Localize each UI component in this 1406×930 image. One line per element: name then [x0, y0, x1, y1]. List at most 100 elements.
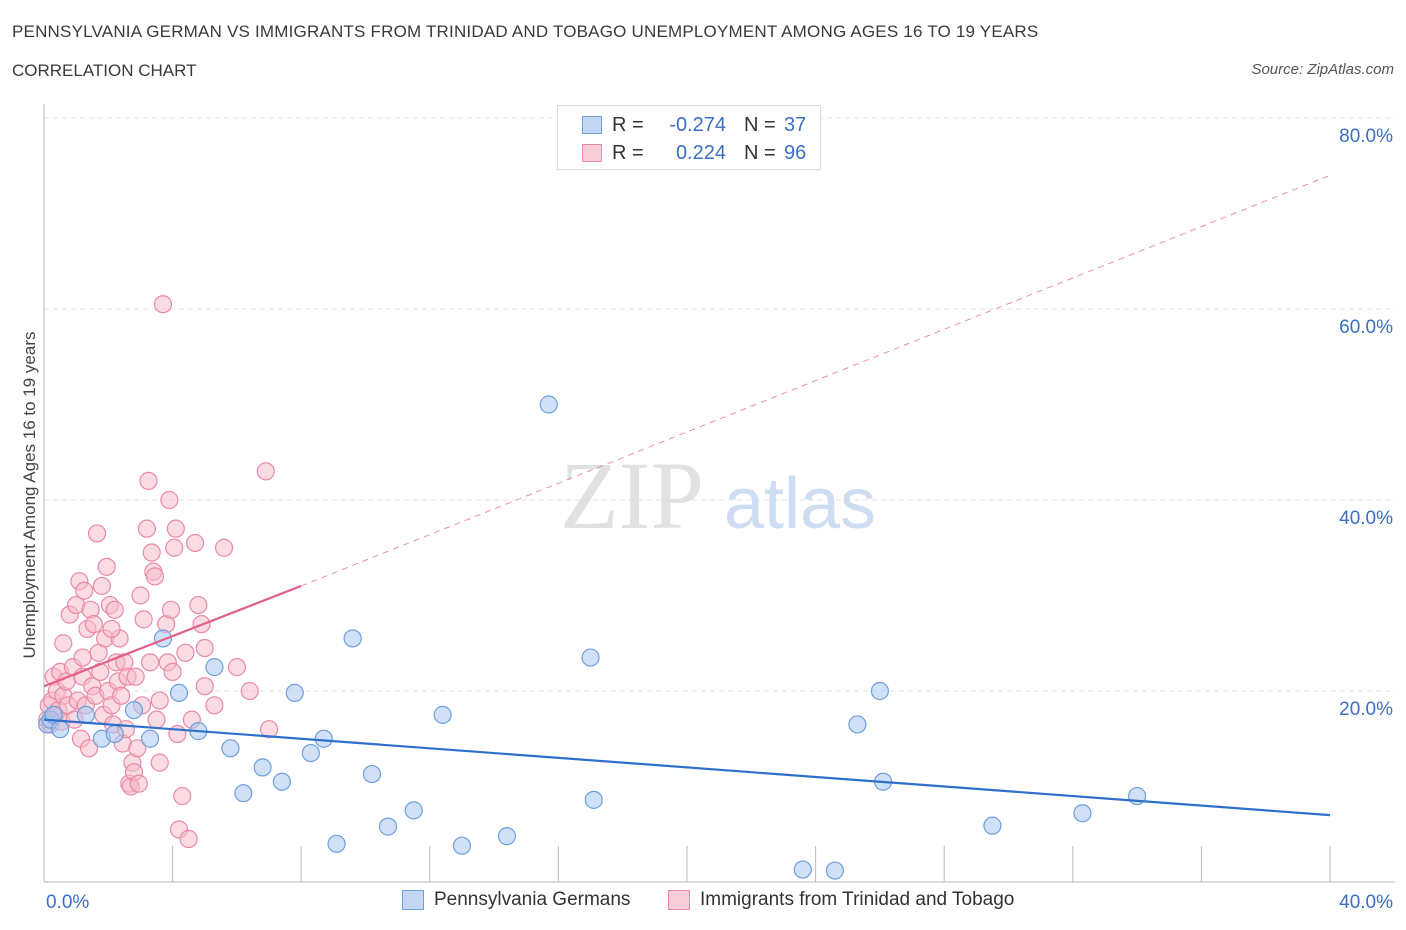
watermark-zip: ZIP	[560, 442, 704, 549]
legend-swatch-pink	[668, 890, 690, 910]
data-point-trinidad-tobago	[227, 658, 246, 677]
n-label: N =	[744, 141, 776, 164]
data-point-trinidad-tobago	[129, 774, 148, 793]
data-point-pennsylvania-germans	[452, 836, 472, 855]
data-point-trinidad-tobago	[195, 677, 214, 696]
data-point-trinidad-tobago	[150, 753, 169, 772]
data-point-pennsylvania-germans	[825, 861, 844, 880]
data-point-trinidad-tobago	[102, 619, 121, 639]
n-label: N =	[744, 113, 776, 136]
data-point-trinidad-tobago	[79, 739, 99, 758]
data-point-pennsylvania-germans	[221, 739, 240, 758]
data-point-pennsylvania-germans	[983, 816, 1002, 835]
data-point-pennsylvania-germans	[343, 629, 362, 648]
trend-line-pennsylvania-germans	[43, 718, 1331, 817]
data-point-pennsylvania-germans	[581, 648, 600, 667]
trend-line-trinidad-tobago	[43, 584, 302, 688]
data-point-trinidad-tobago	[186, 533, 205, 553]
data-point-pennsylvania-germans	[50, 720, 70, 739]
data-point-trinidad-tobago	[153, 295, 173, 314]
data-point-trinidad-tobago	[145, 567, 165, 586]
data-point-trinidad-tobago	[140, 653, 160, 672]
data-point-pennsylvania-germans	[870, 681, 890, 701]
legend-row-pennsylvania-germans: R = -0.274 N = 37	[582, 111, 806, 139]
data-point-pennsylvania-germans	[124, 700, 144, 720]
data-point-pennsylvania-germans	[404, 801, 423, 820]
source-credit: Source: ZipAtlas.com	[1251, 61, 1394, 78]
data-point-pennsylvania-germans	[234, 784, 253, 803]
legend-swatch-blue	[582, 116, 602, 134]
y-tick-label: 40.0%	[1339, 508, 1393, 529]
data-point-trinidad-tobago	[73, 648, 92, 667]
data-point-trinidad-tobago	[134, 610, 153, 629]
data-point-pennsylvania-germans	[153, 629, 173, 648]
data-point-trinidad-tobago	[54, 634, 73, 653]
chart-title: PENNSYLVANIA GERMAN VS IMMIGRANTS FROM T…	[12, 22, 1039, 41]
data-point-trinidad-tobago	[139, 471, 158, 490]
data-point-trinidad-tobago	[163, 662, 182, 682]
data-point-pennsylvania-germans	[76, 705, 95, 724]
data-point-trinidad-tobago	[195, 638, 214, 658]
data-point-trinidad-tobago	[161, 600, 181, 619]
data-point-trinidad-tobago	[176, 643, 195, 662]
legend-swatch-pink	[582, 144, 602, 162]
chart-subtitle: CORRELATION CHART	[12, 61, 197, 80]
data-point-pennsylvania-germans	[253, 758, 272, 777]
data-point-trinidad-tobago	[256, 462, 275, 481]
data-point-pennsylvania-germans	[285, 683, 304, 703]
data-point-trinidad-tobago	[214, 538, 234, 557]
data-point-trinidad-tobago	[92, 576, 111, 596]
x-tick-label: 0.0%	[46, 892, 89, 913]
data-point-pennsylvania-germans	[140, 729, 160, 748]
x-tick-label: 40.0%	[1339, 892, 1393, 913]
r-label: R =	[612, 141, 644, 164]
data-point-pennsylvania-germans	[1073, 804, 1092, 823]
legend-label: Immigrants from Trinidad and Tobago	[700, 889, 1015, 910]
legend-row-trinidad-tobago: R = 0.224 N = 96	[582, 139, 806, 167]
data-point-trinidad-tobago	[259, 720, 279, 739]
y-tick-label: 80.0%	[1339, 126, 1393, 147]
data-point-trinidad-tobago	[147, 710, 166, 729]
data-point-trinidad-tobago	[126, 667, 145, 686]
data-point-pennsylvania-germans	[272, 772, 292, 791]
data-point-trinidad-tobago	[75, 581, 94, 600]
data-point-pennsylvania-germans	[497, 827, 517, 846]
watermark-atlas: atlas	[724, 464, 876, 544]
data-point-trinidad-tobago	[205, 696, 224, 715]
data-point-trinidad-tobago	[97, 557, 116, 576]
n-value: 96	[784, 141, 807, 164]
data-point-trinidad-tobago	[173, 786, 192, 806]
data-point-trinidad-tobago	[128, 739, 147, 758]
data-point-trinidad-tobago	[150, 691, 169, 710]
data-point-trinidad-tobago	[112, 686, 131, 705]
data-point-trinidad-tobago	[87, 524, 107, 543]
data-point-pennsylvania-germans	[539, 395, 558, 414]
y-tick-label: 60.0%	[1339, 317, 1393, 338]
y-tick-label: 20.0%	[1339, 699, 1393, 720]
correlation-legend: R = -0.274 N = 37 R = 0.224 N = 96	[557, 105, 821, 170]
data-point-trinidad-tobago	[137, 519, 156, 538]
data-point-pennsylvania-germans	[169, 683, 189, 703]
data-point-trinidad-tobago	[179, 829, 198, 849]
data-point-pennsylvania-germans	[327, 834, 346, 853]
legend-swatch-blue	[402, 890, 424, 910]
bottom-legend-pennsylvania-germans[interactable]: Pennsylvania Germans	[402, 889, 630, 911]
legend-label: Pennsylvania Germans	[434, 889, 631, 910]
n-value: 37	[784, 113, 807, 136]
data-point-pennsylvania-germans	[362, 764, 382, 784]
data-point-pennsylvania-germans	[301, 743, 320, 763]
data-point-pennsylvania-germans	[584, 790, 603, 809]
data-point-pennsylvania-germans	[378, 817, 398, 836]
data-point-trinidad-tobago	[240, 681, 259, 701]
bottom-legend-trinidad-tobago[interactable]: Immigrants from Trinidad and Tobago	[668, 889, 1014, 911]
data-point-pennsylvania-germans	[105, 724, 124, 744]
data-point-trinidad-tobago	[165, 538, 184, 557]
r-label: R =	[612, 113, 644, 136]
data-point-pennsylvania-germans	[793, 860, 812, 879]
data-point-pennsylvania-germans	[205, 658, 224, 677]
r-value: 0.224	[675, 141, 726, 164]
data-point-trinidad-tobago	[160, 490, 179, 510]
data-point-pennsylvania-germans	[433, 705, 452, 724]
trend-line-extension	[301, 174, 1331, 587]
